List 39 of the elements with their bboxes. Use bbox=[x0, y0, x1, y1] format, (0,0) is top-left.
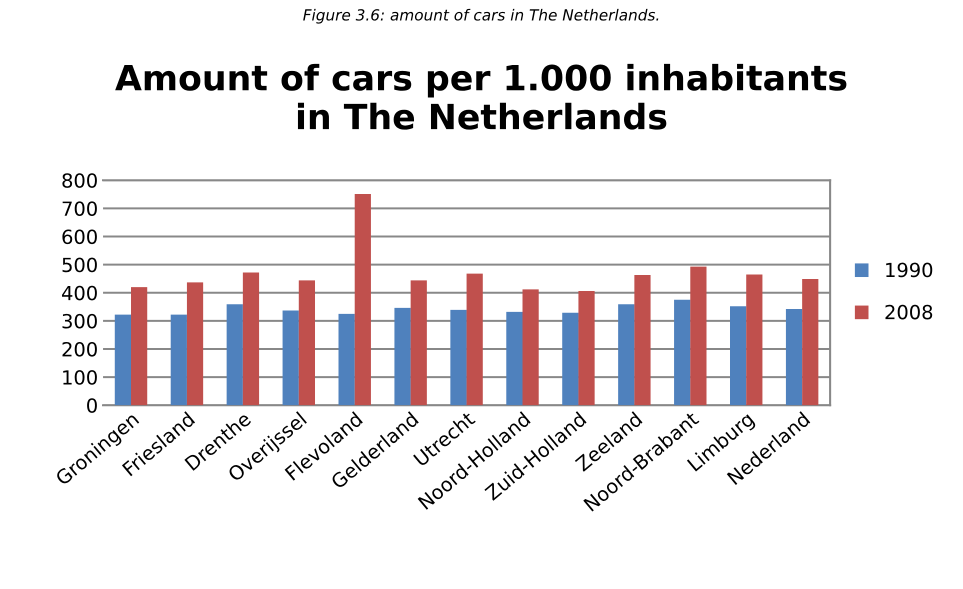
bar bbox=[466, 274, 483, 406]
y-tick-label: 500 bbox=[62, 258, 97, 272]
bar bbox=[410, 280, 427, 406]
bar bbox=[114, 314, 132, 406]
bar bbox=[282, 310, 299, 406]
bar bbox=[730, 306, 746, 406]
y-tick-label: 700 bbox=[62, 201, 97, 216]
bar bbox=[226, 304, 243, 406]
chart-title: Amount of cars per 1.000 inhabitants in The Netherlands bbox=[115, 64, 846, 130]
y-tick-label: 300 bbox=[62, 314, 97, 329]
bar bbox=[674, 300, 690, 406]
y-tick-label: 200 bbox=[62, 342, 97, 357]
caption: Figure 3.6: amount of cars in The Netherlands. bbox=[303, 8, 658, 24]
bar bbox=[618, 304, 634, 406]
bar bbox=[802, 278, 818, 406]
bar bbox=[394, 308, 411, 406]
bar bbox=[786, 309, 802, 406]
y-tick-label: 800 bbox=[62, 173, 97, 188]
y-tick-label: 600 bbox=[62, 229, 97, 244]
bar bbox=[170, 314, 187, 406]
bar bbox=[186, 282, 204, 406]
bar bbox=[450, 310, 467, 406]
bar bbox=[131, 287, 148, 406]
legend-label: 2008 bbox=[885, 304, 932, 320]
bar bbox=[690, 266, 707, 406]
bar bbox=[298, 280, 316, 406]
bar bbox=[634, 275, 651, 406]
bar bbox=[746, 274, 762, 406]
y-tick-label: 100 bbox=[63, 370, 97, 385]
bar bbox=[578, 291, 595, 406]
legend-label: 1990 bbox=[886, 262, 932, 278]
bar bbox=[354, 194, 371, 406]
y-tick-label: 0 bbox=[87, 398, 97, 413]
y-tick-label: 400 bbox=[62, 286, 97, 300]
bar bbox=[562, 312, 578, 406]
bar bbox=[522, 289, 539, 406]
bar bbox=[506, 312, 522, 406]
bar bbox=[242, 272, 260, 406]
bar bbox=[338, 314, 355, 406]
